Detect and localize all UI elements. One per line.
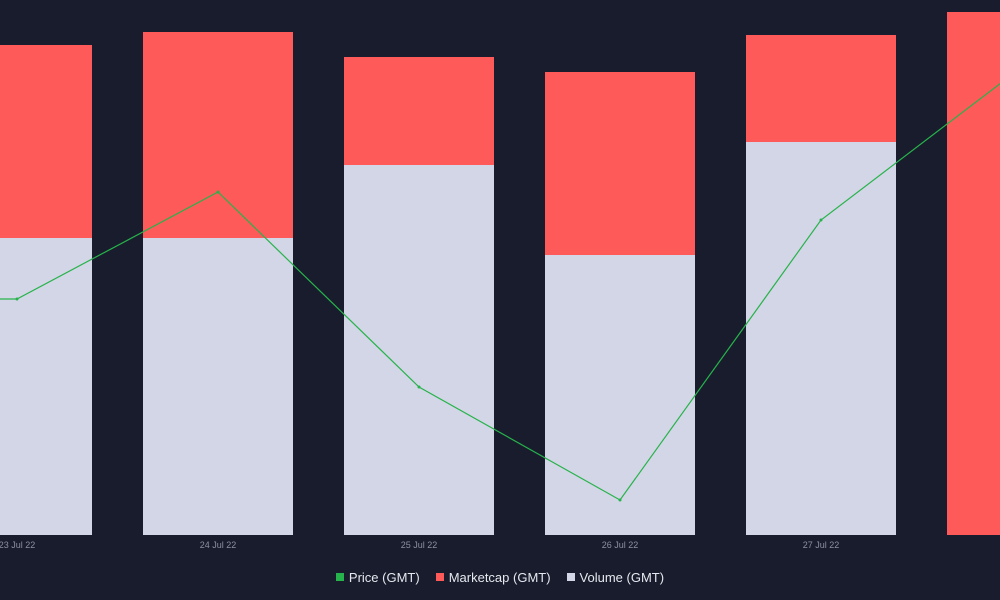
- legend-label-marketcap: Marketcap (GMT): [448, 569, 551, 585]
- legend-swatch-marketcap: [435, 573, 444, 581]
- bar-volume[interactable]: [746, 142, 896, 535]
- price-point[interactable]: [618, 498, 622, 502]
- bar-group-1: [143, 32, 293, 535]
- bar-volume[interactable]: [143, 238, 293, 535]
- bar-volume[interactable]: [545, 255, 695, 535]
- x-tick-label: 27 Jul 22: [803, 540, 840, 550]
- bar-group-2: [344, 57, 494, 535]
- legend-swatch-price: [335, 573, 344, 581]
- bar-marketcap[interactable]: [545, 72, 695, 255]
- bar-marketcap[interactable]: [344, 57, 494, 165]
- price-point[interactable]: [15, 297, 19, 301]
- bar-volume[interactable]: [0, 238, 92, 535]
- stacked-bar-line-chart: 23 Jul 22 24 Jul 22 25 Jul 22 26 Jul 22 27 J…: [0, 12, 1000, 550]
- bar-group-4: [746, 35, 896, 535]
- price-point[interactable]: [216, 190, 220, 194]
- bar-marketcap[interactable]: [947, 12, 1000, 535]
- x-tick-label: 25 Jul 22: [401, 540, 438, 550]
- bar-volume[interactable]: [344, 165, 494, 535]
- legend-label-volume: Volume (GMT): [579, 569, 665, 585]
- bar-marketcap[interactable]: [746, 35, 896, 142]
- price-point[interactable]: [417, 385, 421, 389]
- x-tick-label: 23 Jul 22: [0, 540, 35, 550]
- legend-swatch-volume: [566, 573, 575, 581]
- x-tick-label: 26 Jul 22: [602, 540, 639, 550]
- price-point[interactable]: [819, 218, 823, 222]
- legend-label-price: Price (GMT): [348, 569, 420, 585]
- bar-marketcap[interactable]: [0, 45, 92, 238]
- bar-marketcap[interactable]: [143, 32, 293, 238]
- bar-group-5: [947, 12, 1000, 535]
- x-tick-label: 24 Jul 22: [200, 540, 237, 550]
- legend: Price (GMT) Marketcap (GMT) Volume (GMT): [0, 568, 1000, 586]
- legend-item-marketcap[interactable]: Marketcap (GMT): [435, 569, 551, 585]
- bar-group-3: [545, 72, 695, 535]
- bar-group-0: [0, 45, 92, 535]
- legend-item-price[interactable]: Price (GMT): [335, 569, 420, 585]
- legend-item-volume[interactable]: Volume (GMT): [566, 569, 665, 585]
